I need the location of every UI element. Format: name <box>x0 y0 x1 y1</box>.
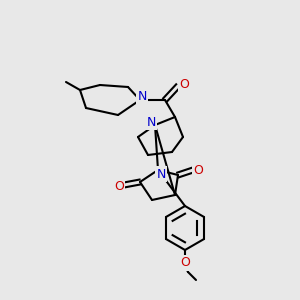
Text: O: O <box>180 256 190 269</box>
Text: O: O <box>114 179 124 193</box>
Text: O: O <box>193 164 203 176</box>
Text: N: N <box>146 116 156 128</box>
Text: N: N <box>137 89 147 103</box>
Text: O: O <box>179 77 189 91</box>
Text: N: N <box>156 167 166 181</box>
